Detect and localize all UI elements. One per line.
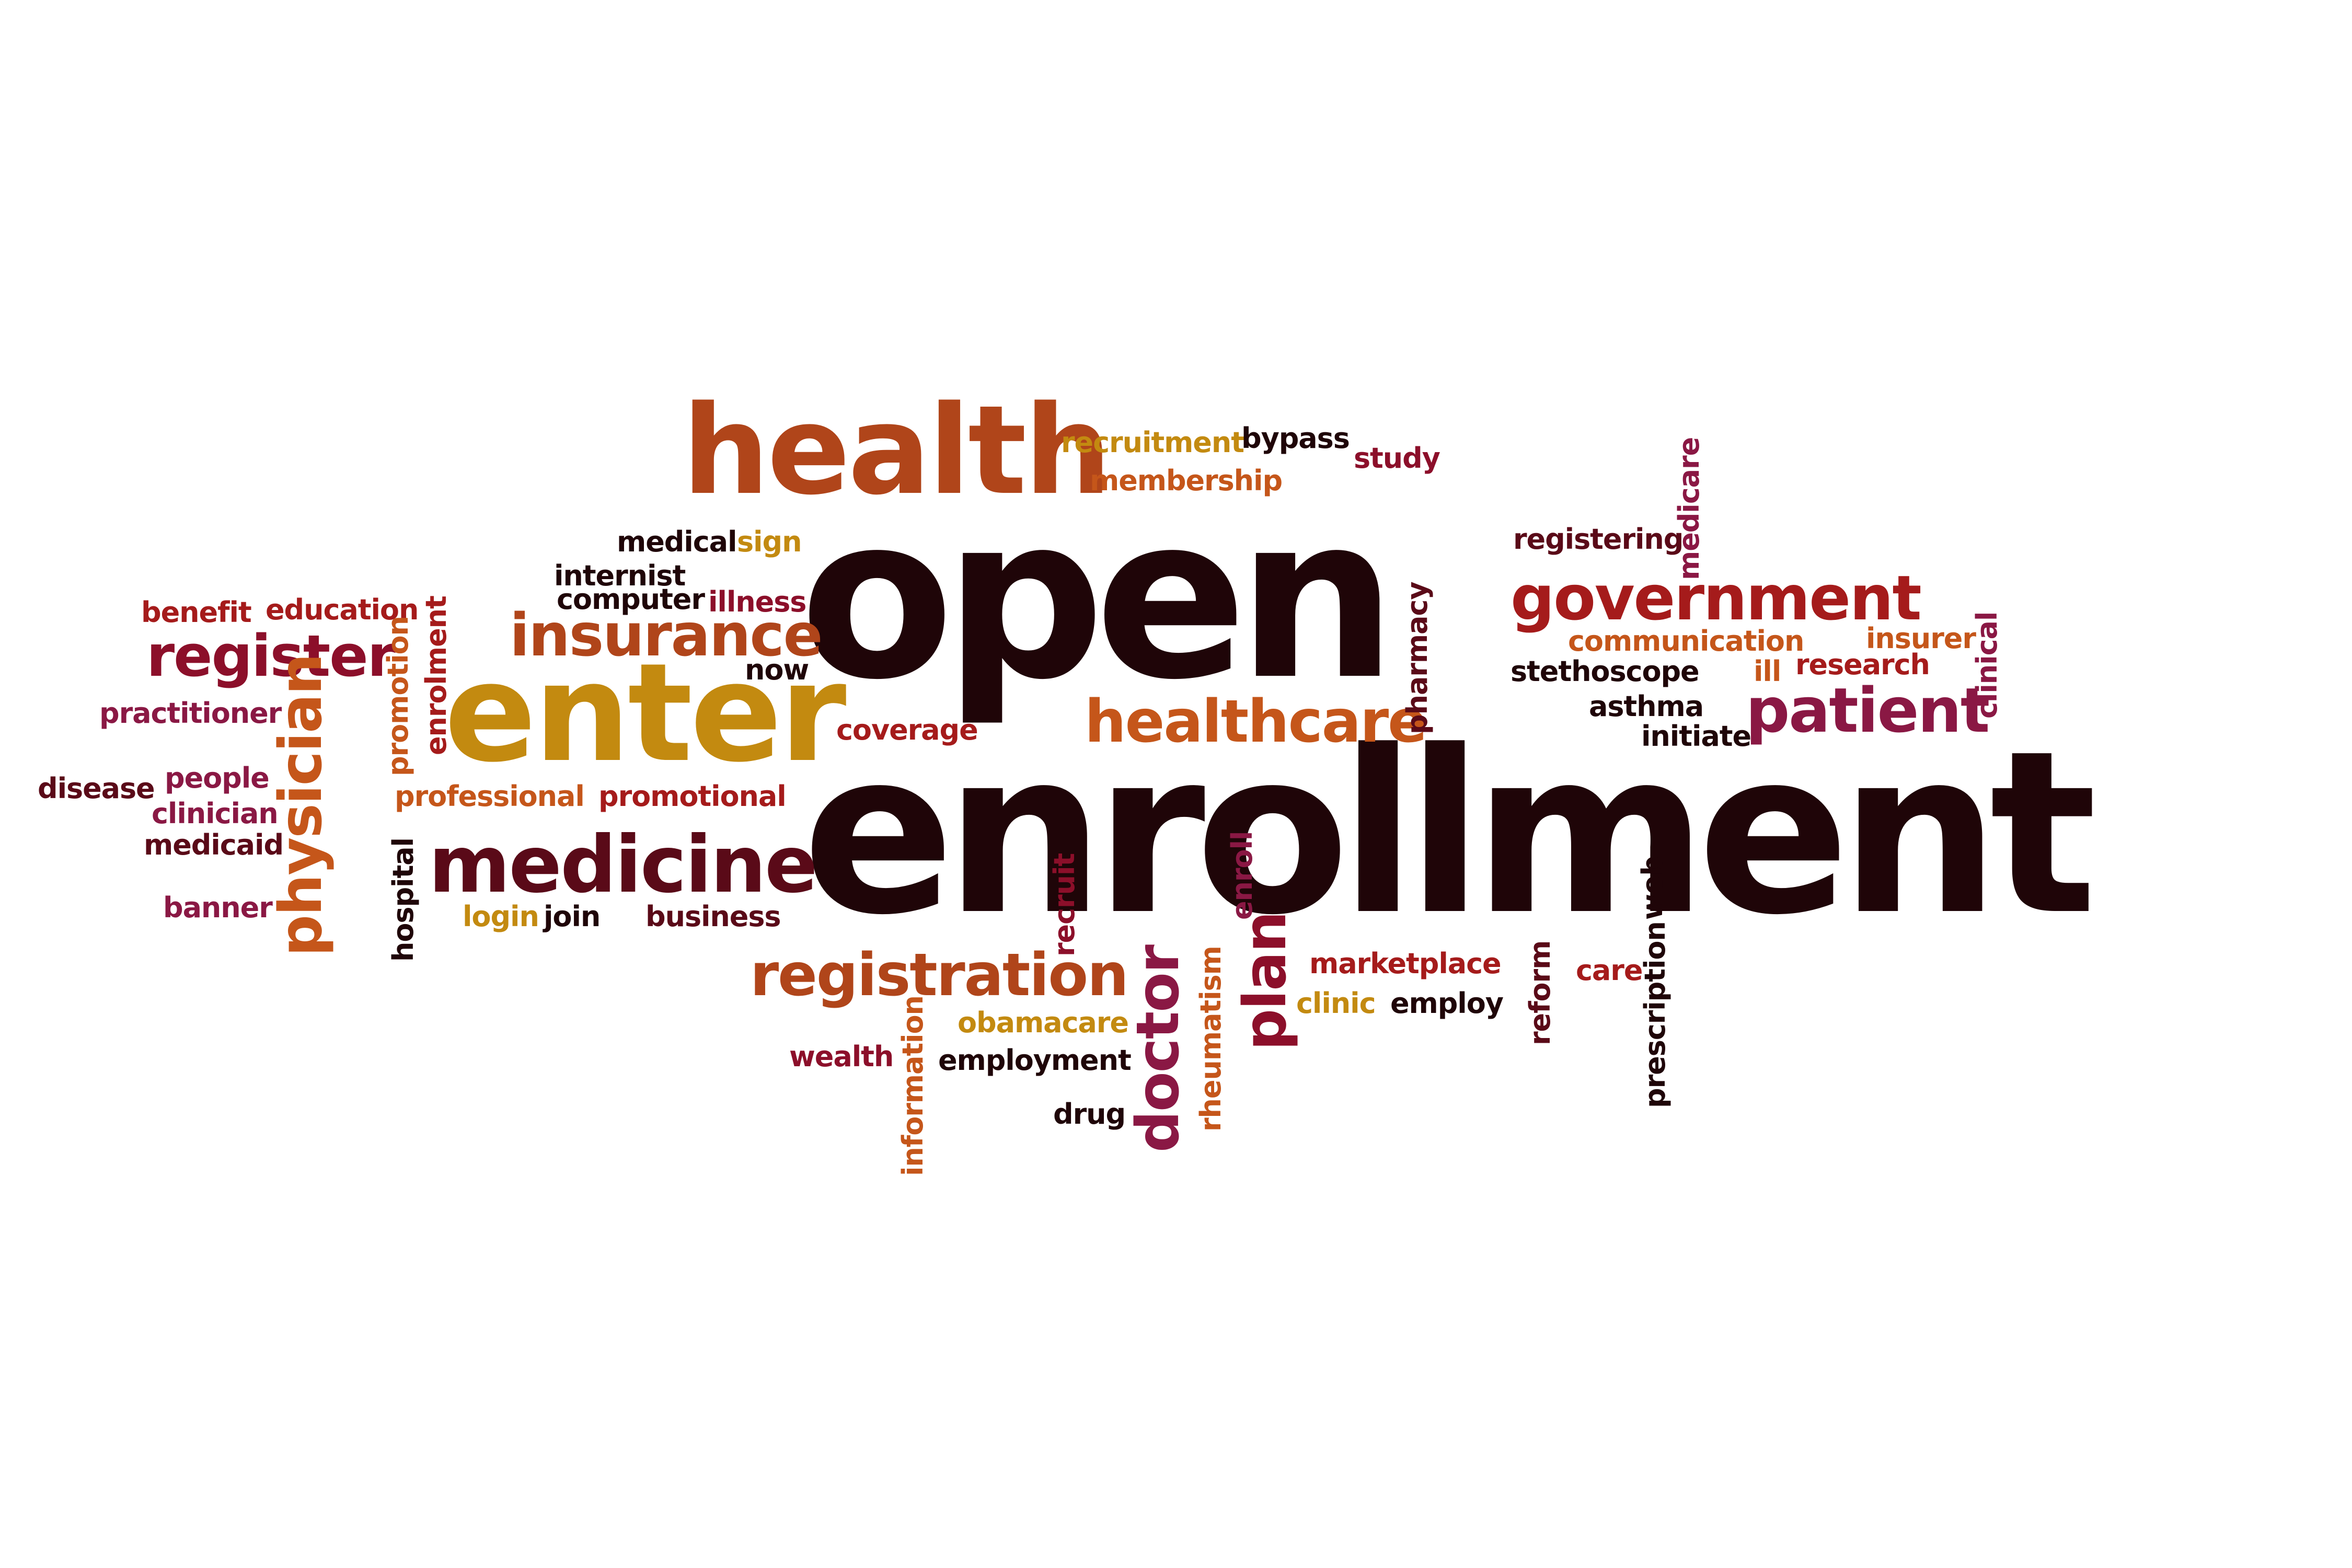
word-recruitment: recruitment	[1061, 426, 1244, 459]
word-clinician: clinician	[152, 797, 279, 830]
word-government: government	[1511, 562, 1922, 634]
word-web: web	[1636, 856, 1669, 920]
word-wealth: wealth	[789, 1040, 894, 1073]
word-obamacare: obamacare	[958, 1006, 1129, 1039]
word-promotional: promotional	[598, 780, 787, 813]
word-care: care	[1576, 954, 1643, 987]
word-education: education	[266, 593, 419, 626]
word-employment: employment	[938, 1044, 1132, 1077]
word-banner: banner	[163, 891, 273, 924]
word-recruit: recruit	[1048, 853, 1081, 956]
word-business: business	[645, 900, 781, 933]
word-enrollment: enrollment	[802, 703, 2097, 964]
word-communication: communication	[1568, 625, 1804, 658]
word-drug: drug	[1053, 1098, 1126, 1131]
word-disease: disease	[38, 772, 155, 805]
word-illness: illness	[708, 585, 806, 618]
word-medical: medical	[617, 525, 737, 558]
word-promotion: promotion	[382, 616, 414, 776]
word-hospital: hospital	[387, 838, 420, 962]
word-study: study	[1354, 442, 1440, 475]
word-employ: employ	[1390, 987, 1504, 1020]
word-initiate: initiate	[1641, 720, 1751, 753]
word-medicare: medicare	[1673, 437, 1705, 580]
word-clinical: clinical	[1970, 612, 2003, 719]
word-open: open	[800, 468, 1397, 729]
word-enroll: enroll	[1226, 831, 1259, 920]
word-pharmacy: pharmacy	[1401, 582, 1434, 734]
word-information: information	[896, 996, 929, 1176]
word-join: join	[544, 900, 601, 933]
word-professional: professional	[395, 780, 585, 813]
word-computer: computer	[557, 583, 705, 616]
word-registering: registering	[1513, 523, 1684, 556]
word-now: now	[745, 653, 809, 686]
word-membership: membership	[1090, 464, 1283, 497]
word-people: people	[165, 762, 270, 794]
word-patient: patient	[1746, 674, 1990, 746]
word-stethoscope: stethoscope	[1511, 655, 1700, 688]
word-benefit: benefit	[141, 596, 252, 629]
word-enter: enter	[444, 635, 846, 792]
word-register: register	[146, 622, 396, 689]
word-healthcare: healthcare	[1085, 688, 1427, 756]
word-medicine: medicine	[429, 820, 818, 910]
word-sign: sign	[737, 525, 802, 558]
word-asthma: asthma	[1589, 690, 1704, 723]
word-rheumatism: rheumatism	[1194, 946, 1227, 1132]
word-clinic: clinic	[1296, 987, 1376, 1020]
word-reform: reform	[1524, 940, 1557, 1045]
word-coverage: coverage	[836, 713, 978, 746]
word-enrolment: enrolment	[420, 596, 453, 755]
word-research: research	[1795, 648, 1930, 681]
word-doctor: doctor	[1124, 946, 1192, 1152]
word-internist: internist	[554, 559, 686, 592]
word-plan: plan	[1231, 912, 1299, 1051]
word-bypass: bypass	[1241, 422, 1350, 455]
word-practitioner: practitioner	[99, 697, 282, 730]
word-login: login	[463, 900, 539, 933]
word-health: health	[682, 379, 1112, 522]
word-marketplace: marketplace	[1309, 947, 1502, 980]
word-insurance: insurance	[510, 602, 823, 670]
word-medicaid: medicaid	[144, 828, 284, 861]
word-prescription: prescription	[1639, 921, 1671, 1108]
word-registration: registration	[750, 941, 1129, 1009]
word-ill: ill	[1754, 655, 1781, 688]
word-insurer: insurer	[1866, 622, 1976, 655]
